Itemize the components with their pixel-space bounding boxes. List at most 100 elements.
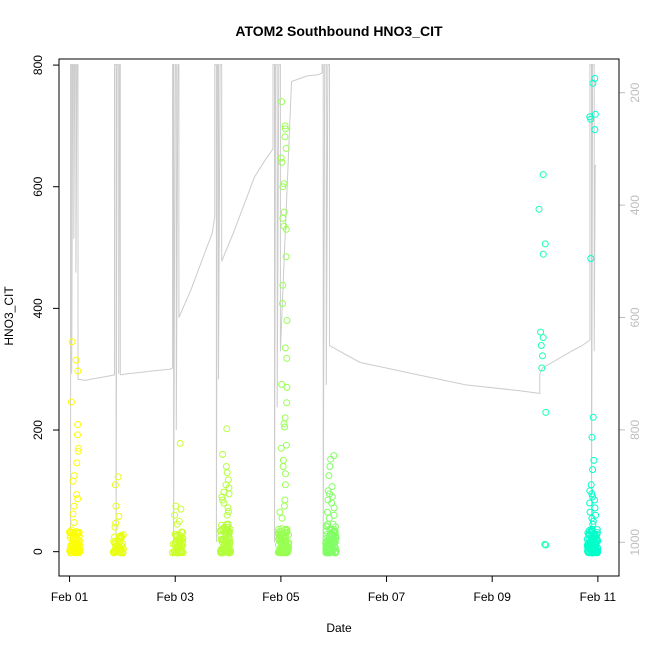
data-point: [282, 253, 290, 261]
data-point: [67, 528, 75, 536]
x-axis-label: Date: [326, 621, 352, 635]
data-point: [587, 115, 595, 123]
data-point: [282, 225, 290, 233]
data-point: [324, 508, 331, 516]
data-point: [538, 364, 546, 372]
data-point: [175, 549, 183, 556]
y-tick-label: 0: [31, 548, 45, 555]
data-point: [280, 420, 288, 428]
right-tick-label: 400: [628, 195, 642, 215]
data-point: [75, 444, 82, 452]
right-tick-label: 800: [628, 420, 642, 440]
data-point: [329, 536, 337, 544]
data-point: [72, 356, 80, 364]
data-point: [276, 531, 284, 539]
right-tick-label: 600: [628, 307, 642, 327]
data-point: [224, 504, 232, 512]
data-point: [70, 519, 78, 526]
data-point: [589, 79, 597, 87]
data-point: [69, 477, 77, 485]
points-layer: [66, 75, 602, 557]
data-point: [223, 469, 231, 477]
data-point: [591, 530, 599, 538]
data-point: [224, 508, 232, 515]
data-point: [587, 545, 595, 552]
data-point: [589, 520, 597, 528]
data-point: [282, 144, 290, 152]
data-point: [328, 483, 336, 491]
data-point: [279, 456, 287, 464]
data-point: [222, 463, 230, 470]
data-point: [279, 281, 287, 289]
data-point: [283, 383, 291, 391]
data-point: [591, 126, 599, 134]
right-tick-label: 200: [628, 82, 642, 102]
data-point: [591, 75, 599, 82]
data-point: [277, 444, 285, 452]
data-point: [282, 529, 290, 537]
data-point: [541, 240, 549, 248]
data-point: [277, 545, 285, 553]
data-point: [275, 528, 282, 536]
data-point: [589, 517, 597, 525]
data-point: [281, 547, 289, 555]
data-point: [280, 502, 288, 510]
data-point: [67, 398, 75, 406]
x-tick-label: Feb 09: [474, 590, 512, 604]
data-point: [330, 452, 338, 460]
data-point: [326, 463, 334, 470]
data-point: [221, 525, 229, 533]
x-tick-label: Feb 03: [157, 590, 195, 604]
data-point: [542, 541, 550, 549]
data-point: [219, 545, 227, 553]
data-point: [539, 352, 546, 360]
data-point: [331, 528, 339, 536]
data-point: [323, 544, 330, 552]
data-point: [70, 502, 78, 510]
data-point: [175, 540, 183, 548]
data-point: [74, 421, 82, 428]
data-point: [73, 491, 80, 498]
data-point: [282, 441, 290, 449]
x-tick-label: Feb 11: [580, 590, 617, 604]
y-tick-label: 600: [31, 176, 45, 196]
data-point: [219, 450, 227, 458]
data-point: [537, 328, 545, 336]
data-point: [71, 549, 79, 557]
data-point: [325, 514, 333, 522]
data-point: [74, 447, 82, 455]
data-point: [112, 502, 120, 510]
data-point: [111, 533, 118, 541]
data-point: [539, 250, 547, 258]
data-point: [279, 463, 287, 470]
data-point: [322, 527, 330, 535]
data-point: [176, 439, 184, 447]
data-point: [537, 342, 545, 349]
data-point: [586, 508, 594, 516]
y-tick-label: 200: [31, 420, 45, 440]
data-point: [171, 541, 179, 549]
data-point: [281, 344, 289, 352]
data-point: [223, 425, 231, 433]
data-point: [171, 511, 179, 519]
data-point: [171, 548, 179, 555]
data-point: [276, 508, 284, 516]
x-tick-label: Feb 05: [262, 590, 300, 604]
data-point: [111, 523, 119, 531]
data-point: [587, 541, 595, 549]
data-point: [115, 512, 123, 520]
data-point: [278, 158, 286, 166]
data-point: [114, 473, 122, 481]
data-point: [589, 466, 597, 474]
data-point: [327, 455, 335, 463]
x-tick-label: Feb 07: [368, 590, 406, 604]
data-point: [280, 180, 288, 188]
data-point: [591, 504, 599, 512]
data-point: [172, 531, 180, 538]
pressure-line: [70, 64, 597, 543]
data-point: [329, 547, 337, 555]
data-point: [111, 481, 119, 489]
data-point: [74, 367, 82, 375]
data-point: [110, 548, 117, 556]
